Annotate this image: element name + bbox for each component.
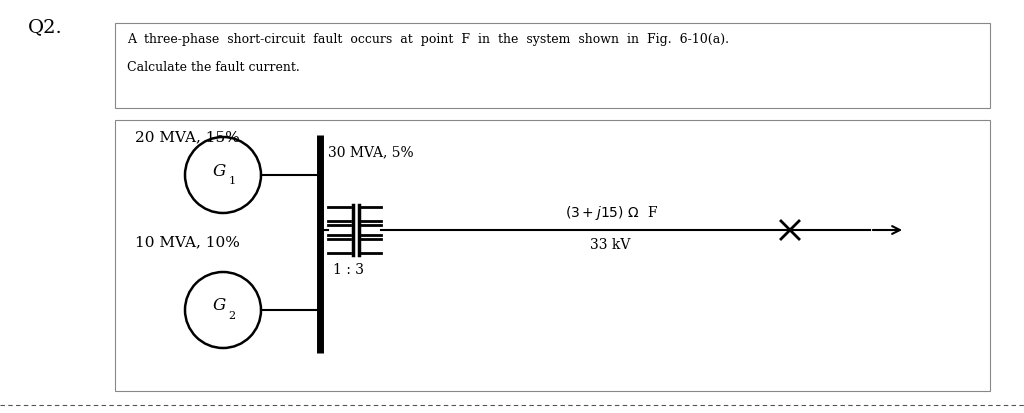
Text: $(3 + j15)\ \Omega$  F: $(3 + j15)\ \Omega$ F xyxy=(565,204,658,222)
Text: 20 MVA, 15%: 20 MVA, 15% xyxy=(135,130,240,144)
Text: 33 kV: 33 kV xyxy=(590,238,631,252)
Text: A  three-phase  short-circuit  fault  occurs  at  point  F  in  the  system  sho: A three-phase short-circuit fault occurs… xyxy=(127,33,729,46)
Text: 1: 1 xyxy=(228,176,236,186)
FancyBboxPatch shape xyxy=(115,120,990,391)
Text: 1 : 3: 1 : 3 xyxy=(333,263,364,277)
Text: 10 MVA, 10%: 10 MVA, 10% xyxy=(135,235,240,249)
FancyBboxPatch shape xyxy=(115,23,990,108)
Text: 30 MVA, 5%: 30 MVA, 5% xyxy=(328,145,414,159)
Text: G: G xyxy=(212,162,225,180)
Text: G: G xyxy=(212,297,225,315)
Text: 2: 2 xyxy=(228,311,236,321)
Text: Q2.: Q2. xyxy=(28,18,62,36)
Text: Calculate the fault current.: Calculate the fault current. xyxy=(127,61,300,74)
